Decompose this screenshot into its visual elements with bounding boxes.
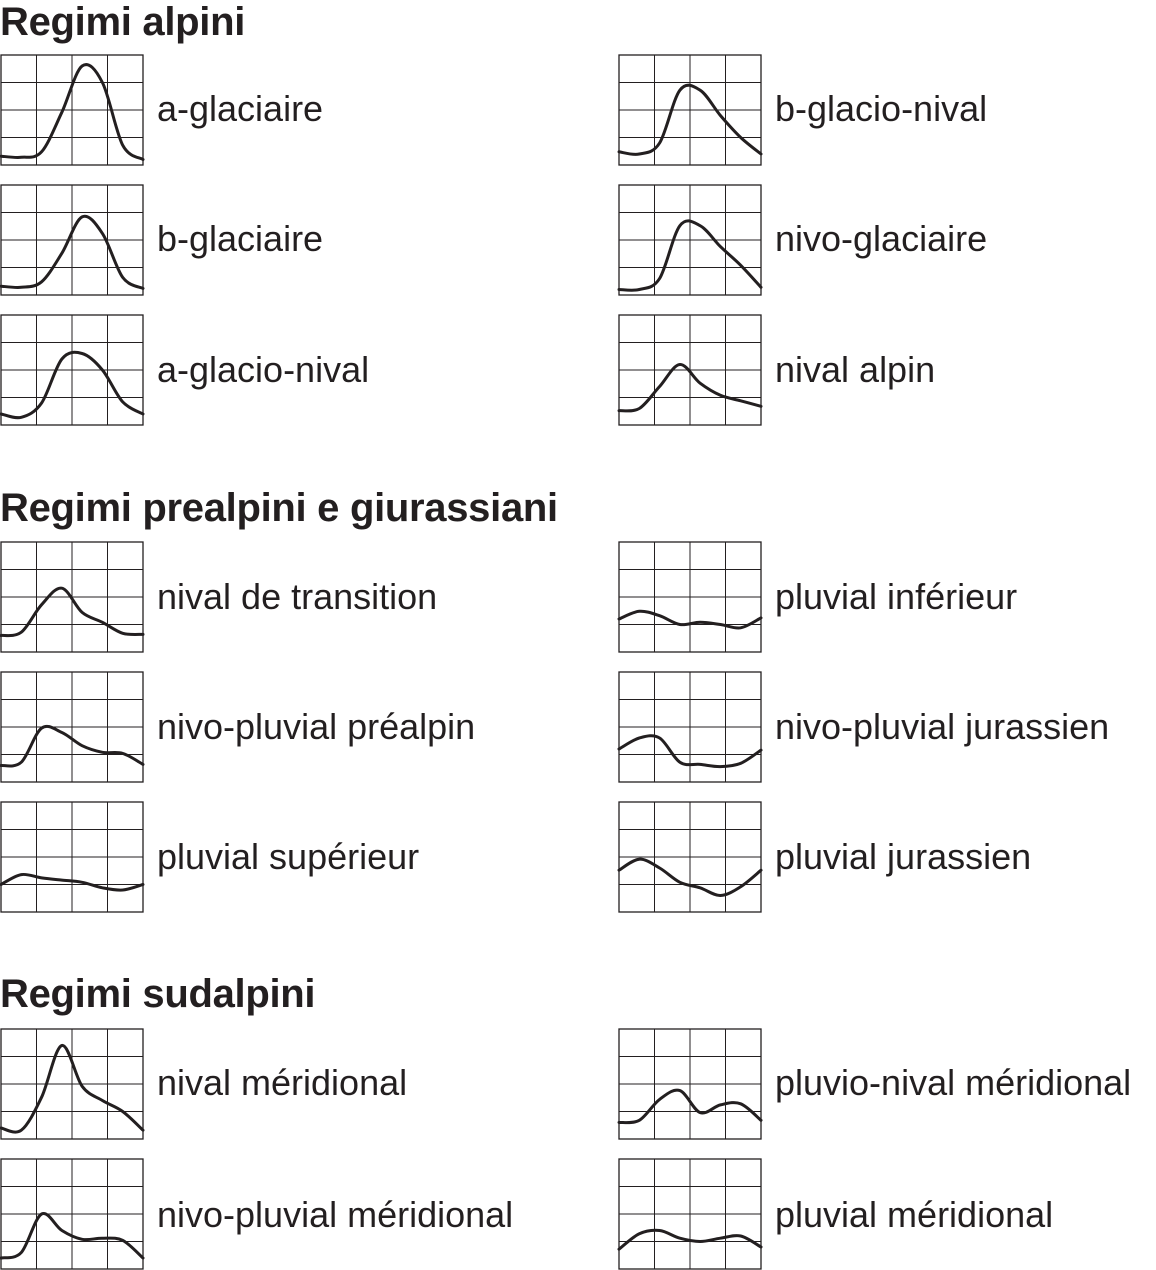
regime-chart bbox=[617, 1028, 763, 1140]
section-title-alpine: Regimi alpini bbox=[0, 0, 246, 44]
regime-curve bbox=[0, 1044, 145, 1134]
regime-curve bbox=[0, 350, 145, 420]
regime-chart-svg bbox=[0, 671, 145, 783]
regime-label: pluvial jurassien bbox=[775, 836, 1032, 877]
regime-chart bbox=[0, 1158, 145, 1270]
regime-label: b-glacio-nival bbox=[775, 88, 988, 129]
regime-chart-svg bbox=[617, 54, 763, 166]
section-title-prealpine: Regimi prealpini e giurassiani bbox=[0, 486, 558, 530]
regime-chart bbox=[617, 541, 763, 653]
regime-chart bbox=[0, 1028, 145, 1140]
regime-label: nival alpin bbox=[775, 349, 936, 390]
regime-curve bbox=[0, 214, 145, 290]
regime-label: a-glaciaire bbox=[157, 88, 324, 129]
regime-chart bbox=[0, 314, 145, 426]
regime-curve bbox=[617, 1228, 763, 1251]
regime-curve bbox=[617, 219, 763, 292]
regime-label: nivo-pluvial méridional bbox=[157, 1194, 514, 1235]
regime-label: b-glaciaire bbox=[157, 218, 324, 259]
regime-chart bbox=[617, 671, 763, 783]
regime-chart-svg bbox=[0, 541, 145, 653]
regime-label: nivo-pluvial préalpin bbox=[157, 706, 476, 747]
regime-chart-svg bbox=[617, 801, 763, 913]
regime-label: pluvial méridional bbox=[775, 1194, 1054, 1235]
regime-curve bbox=[617, 857, 763, 897]
regime-chart-svg bbox=[617, 314, 763, 426]
regime-chart bbox=[0, 184, 145, 296]
regime-curve bbox=[617, 363, 763, 413]
regime-chart-svg bbox=[0, 801, 145, 913]
regime-chart-svg bbox=[617, 184, 763, 296]
regime-chart bbox=[0, 54, 145, 166]
regime-label: nival de transition bbox=[157, 576, 438, 617]
regime-label: pluvial inférieur bbox=[775, 576, 1018, 617]
regime-chart-svg bbox=[617, 1158, 763, 1270]
regime-label: nivo-pluvial jurassien bbox=[775, 706, 1110, 747]
regime-curve bbox=[0, 872, 145, 892]
regime-chart-svg bbox=[0, 54, 145, 166]
regime-label: nivo-glaciaire bbox=[775, 218, 988, 259]
regime-curve bbox=[0, 724, 145, 768]
regime-curve bbox=[617, 609, 763, 630]
regime-chart-svg bbox=[617, 1028, 763, 1140]
regime-chart-svg bbox=[0, 1158, 145, 1270]
regime-chart bbox=[617, 1158, 763, 1270]
regime-chart-svg bbox=[617, 671, 763, 783]
regime-label: a-glacio-nival bbox=[157, 349, 370, 390]
regime-label: pluvio-nival méridional bbox=[775, 1062, 1132, 1103]
regime-label: pluvial supérieur bbox=[157, 836, 420, 877]
regime-chart-svg bbox=[617, 541, 763, 653]
regime-curve bbox=[617, 1088, 763, 1125]
regime-chart-svg bbox=[0, 314, 145, 426]
regime-chart bbox=[617, 184, 763, 296]
section-title-southalpine: Regimi sudalpini bbox=[0, 972, 316, 1016]
regime-chart bbox=[617, 54, 763, 166]
regime-curve bbox=[617, 83, 763, 156]
regime-chart bbox=[0, 541, 145, 653]
regime-chart bbox=[0, 801, 145, 913]
regime-chart bbox=[617, 314, 763, 426]
regime-chart bbox=[0, 671, 145, 783]
regime-label: nival méridional bbox=[157, 1062, 408, 1103]
regime-chart-svg bbox=[0, 1028, 145, 1140]
regime-curve bbox=[617, 734, 763, 769]
regime-curve bbox=[0, 1212, 145, 1260]
regime-chart bbox=[617, 801, 763, 913]
regime-curve bbox=[0, 586, 145, 638]
regime-chart-svg bbox=[0, 184, 145, 296]
regime-curve bbox=[0, 63, 145, 161]
